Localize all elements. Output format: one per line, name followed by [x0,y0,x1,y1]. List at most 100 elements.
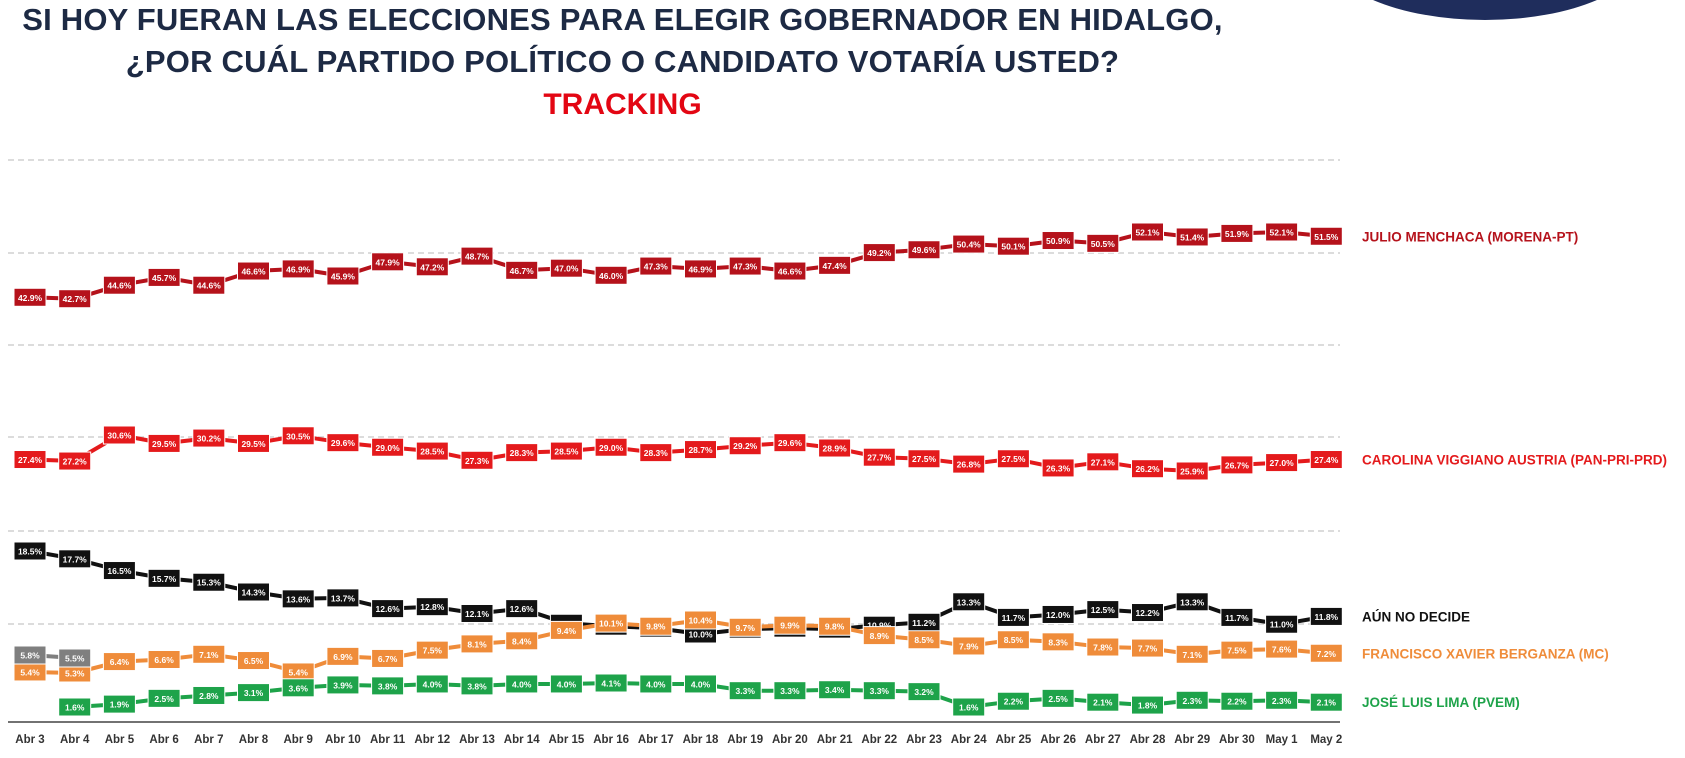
data-point [818,616,852,636]
x-tick-label: Abr 17 [638,734,674,746]
data-label: 27.4% [1314,455,1339,465]
data-point [460,246,494,266]
data-point [907,449,941,469]
data-label: 4.0% [557,679,577,689]
data-label: 6.6% [154,655,174,665]
data-point [371,676,405,696]
data-label: 27.1% [1091,457,1116,467]
data-label: 12.1% [465,609,490,619]
data-point [1309,450,1343,470]
data-point [415,640,449,660]
chart-title: SI HOY FUERAN LAS ELECCIONES PARA ELEGIR… [22,2,1223,37]
data-point [818,680,852,700]
data-point [505,631,539,651]
data-label: 3.2% [914,687,934,697]
x-tick-label: May 1 [1266,734,1299,746]
data-point [862,447,896,467]
data-label: 47.0% [554,264,579,274]
data-label: 11.7% [1225,613,1249,623]
data-point [594,613,628,633]
data-point [549,674,583,694]
data-point [952,234,986,254]
data-point [505,260,539,280]
x-tick-label: Abr 23 [906,734,942,746]
data-label: 48.7% [465,252,490,262]
data-point [13,287,47,307]
x-tick-label: Abr 26 [1040,734,1076,746]
data-label: 8.3% [1048,637,1068,647]
data-point [371,648,405,668]
data-point [1265,614,1299,634]
data-label: 6.7% [378,654,398,664]
data-label: 46.7% [510,266,535,276]
data-point [1220,223,1254,243]
data-label: 7.5% [423,646,443,656]
data-point [549,258,583,278]
data-label: 10.0% [688,630,713,640]
legend-label: FRANCISCO XAVIER BERGANZA (MC) [1362,646,1609,661]
data-point [1175,592,1209,612]
data-point [147,267,181,287]
data-label: 3.3% [870,686,890,696]
data-point [549,620,583,640]
data-label: 2.8% [199,691,219,701]
data-label: 5.4% [20,667,40,677]
data-label: 28.7% [688,445,713,455]
data-point [281,678,315,698]
data-label: 9.9% [780,621,800,631]
data-label: 47.9% [376,257,401,267]
data-label: 51.5% [1314,232,1339,242]
data-point [594,437,628,457]
data-label: 11.2% [912,618,936,628]
data-label: 3.8% [378,681,398,691]
data-point [102,561,136,581]
data-point [728,256,762,276]
data-point [996,236,1030,256]
data-label: 12.2% [1135,608,1160,618]
data-label: 1.6% [65,703,85,713]
data-label: 26.3% [1046,463,1071,473]
data-point [58,697,92,717]
data-label: 6.9% [333,652,353,662]
x-tick-label: Abr 24 [951,734,987,746]
x-tick-label: Abr 21 [817,734,853,746]
data-label: 8.1% [467,639,487,649]
data-point [952,592,986,612]
data-point [684,259,717,279]
data-point [192,428,226,448]
data-point [58,451,92,471]
data-point [505,674,539,694]
data-label: 28.5% [554,447,579,457]
data-point [58,549,92,569]
data-label: 8.9% [870,631,890,641]
data-point [773,681,807,701]
x-tick-label: Abr 12 [414,734,450,746]
data-point [415,257,449,277]
data-label: 50.1% [1001,242,1026,252]
data-label: 6.4% [110,657,130,667]
data-label: 12.6% [376,604,401,614]
data-point [952,454,986,474]
data-label: 52.1% [1135,228,1160,238]
data-point [1175,461,1209,481]
x-tick-label: Abr 13 [459,734,495,746]
data-label: 7.2% [1317,649,1337,659]
data-point [237,582,270,602]
data-point [1041,604,1075,624]
data-point [371,437,405,457]
data-label: 7.9% [959,641,979,651]
data-label: 11.7% [1002,613,1026,623]
data-label: 3.8% [467,681,487,691]
data-label: 50.5% [1091,239,1116,249]
data-point [415,674,449,694]
data-label: 27.3% [465,456,490,466]
data-point [326,588,360,608]
x-tick-label: Abr 4 [60,734,90,746]
data-label: 15.7% [152,574,177,584]
data-label: 4.1% [601,679,621,689]
x-tick-label: Abr 19 [727,734,763,746]
data-point [102,275,136,295]
data-point [594,673,628,693]
